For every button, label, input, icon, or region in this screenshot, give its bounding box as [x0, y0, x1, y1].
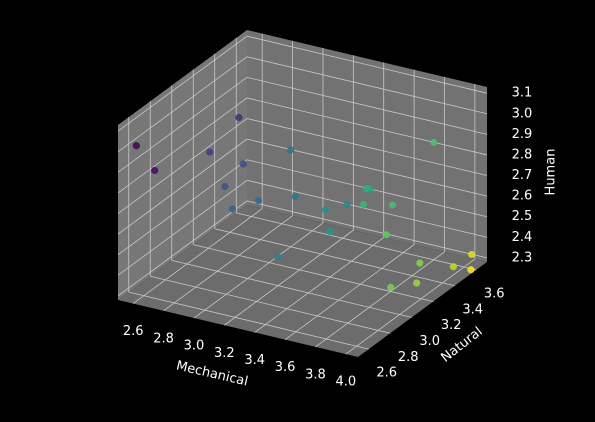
grid-line — [315, 251, 445, 348]
z-axis-label: Human — [544, 149, 559, 196]
point — [254, 196, 263, 205]
point — [388, 201, 397, 209]
grid-line — [117, 97, 248, 194]
z-tick-label: 2.7 — [512, 168, 533, 183]
grid-line — [246, 35, 488, 94]
grid-line — [246, 76, 488, 135]
grid-line — [193, 244, 434, 302]
point — [363, 185, 371, 193]
point — [359, 200, 368, 209]
grid-line — [254, 237, 384, 333]
points — [132, 113, 476, 291]
x-tick-label: 4.0 — [336, 375, 357, 390]
grid — [117, 33, 488, 355]
y-tick-label: 3.6 — [484, 286, 505, 301]
grid-line — [345, 258, 476, 355]
point — [382, 231, 390, 239]
point — [343, 200, 351, 208]
grid-line — [132, 208, 263, 304]
x-tick-label: 3.0 — [184, 339, 205, 354]
point — [416, 259, 424, 267]
grid-line — [117, 159, 248, 256]
grid-line — [246, 56, 488, 115]
point — [326, 228, 334, 236]
point — [287, 146, 295, 154]
z-tick-label: 2.6 — [512, 189, 533, 204]
y-tick-label: 3.2 — [441, 318, 462, 333]
grid-line — [284, 244, 415, 341]
grid-line — [117, 77, 248, 173]
point — [467, 266, 475, 274]
x-tick-label: 2.6 — [123, 324, 144, 339]
grid-line — [236, 212, 477, 271]
point — [449, 263, 457, 271]
x-tick-label: 2.8 — [153, 331, 174, 346]
grid-line — [128, 291, 369, 350]
point — [228, 205, 237, 213]
grid-line — [117, 200, 248, 297]
point — [221, 182, 229, 191]
grid-line — [163, 215, 293, 312]
z-tick-label: 3.0 — [512, 106, 533, 121]
x-tick-label: 3.6 — [275, 360, 296, 375]
grid-line — [117, 138, 248, 235]
point — [239, 160, 247, 168]
z-tick-label: 2.3 — [512, 250, 533, 265]
z-tick-label: 2.4 — [512, 230, 533, 245]
point — [132, 142, 140, 150]
grid-line — [246, 118, 488, 176]
point — [430, 138, 438, 147]
grid-line — [246, 179, 488, 238]
grid-line — [117, 118, 248, 214]
back-pane — [247, 30, 487, 262]
z-tick-label: 2.8 — [512, 147, 533, 162]
point — [151, 166, 159, 175]
grid-line — [171, 260, 412, 318]
floor-pane — [118, 205, 487, 357]
y-tick-label: 3.0 — [419, 334, 440, 349]
grid-line — [246, 138, 488, 197]
grid-line — [193, 222, 324, 319]
grid-line — [224, 229, 354, 326]
point — [235, 113, 243, 122]
point — [274, 253, 282, 261]
point — [291, 192, 299, 201]
grid-line — [117, 179, 248, 276]
grid-line — [117, 35, 248, 132]
y-tick-label: 2.6 — [376, 366, 397, 381]
grid-line — [246, 200, 488, 259]
x-tick-label: 3.8 — [305, 367, 326, 382]
point — [387, 283, 395, 291]
labels: 2.6 2.8 3.0 3.2 3.4 3.6 3.8 4.02.62.83.03.23.43… — [123, 86, 532, 390]
y-tick-label: 2.8 — [398, 350, 419, 365]
z-tick-label: 3.1 — [512, 86, 533, 101]
x-tick-label: 3.2 — [214, 346, 235, 361]
point — [468, 250, 476, 259]
grid-line — [246, 97, 488, 156]
y-tick-label: 3.4 — [462, 302, 483, 317]
grid-line — [117, 56, 248, 153]
point — [321, 206, 330, 214]
grid-line — [150, 275, 391, 334]
point — [413, 279, 421, 287]
z-tick-label: 2.5 — [512, 209, 533, 224]
z-tick-label: 2.9 — [512, 127, 533, 142]
point — [206, 148, 214, 156]
grid-line — [214, 228, 455, 287]
x-tick-label: 3.4 — [244, 353, 265, 368]
